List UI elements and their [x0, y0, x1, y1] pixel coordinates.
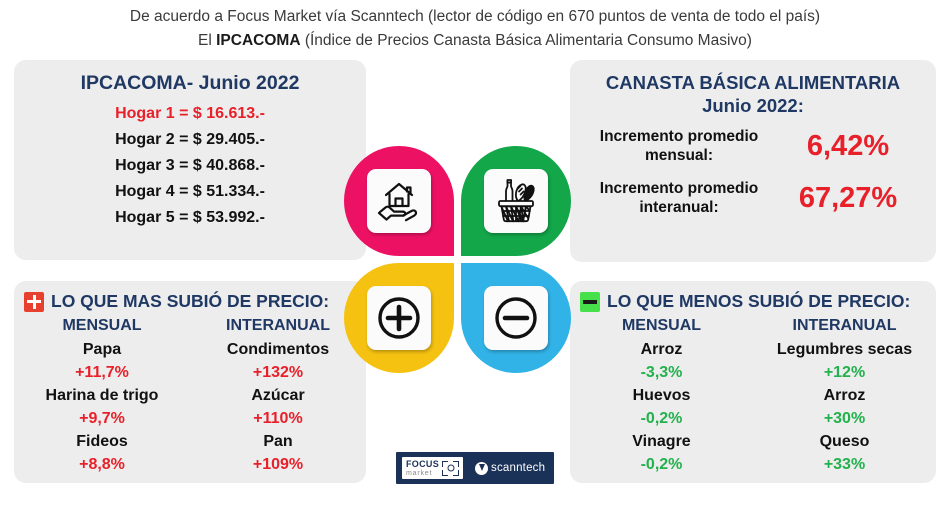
item-name: Queso — [819, 433, 870, 450]
viewfinder-icon — [442, 460, 459, 476]
canasta-value-mensual: 6,42% — [806, 129, 890, 162]
canasta-title-line-1: CANASTA BÁSICA ALIMENTARIA — [605, 72, 901, 93]
mas-subio-column-mensual: MENSUAL Papa +11,7% Harina de trigo +9,7… — [14, 314, 190, 476]
header-line-2-suffix: (Índice de Precios Canasta Básica Alimen… — [300, 32, 752, 49]
item-value: +11,7% — [75, 364, 129, 381]
canasta-rows: Incremento promedio mensual: 6,42% Incre… — [570, 127, 936, 217]
item-name: Huevos — [632, 387, 691, 404]
header-line-2: El IPCACOMA (Índice de Precios Canasta B… — [0, 30, 950, 51]
item-value: +110% — [253, 410, 303, 427]
item-name: Vinagre — [632, 433, 691, 450]
menos-subio-column-interanual: INTERANUAL Legumbres secas +12% Arroz +3… — [753, 314, 936, 476]
focus-logo-top: FOCUS — [406, 458, 439, 469]
item-name: Harina de trigo — [45, 387, 159, 404]
item-name: Legumbres secas — [776, 341, 913, 358]
mas-subio-column-interanual: INTERANUAL Condimentos +132% Azúcar +110… — [190, 314, 366, 476]
focus-logo-bottom: market — [406, 469, 433, 477]
petal-canasta — [461, 146, 571, 256]
hogar-row: Hogar 4 = $ 51.334.- — [115, 183, 265, 200]
canasta-title-line-2: Junio 2022: — [702, 95, 804, 116]
center-icon-cluster — [344, 146, 584, 386]
grocery-basket-icon — [484, 169, 548, 233]
item-value: -3,3% — [640, 364, 683, 381]
header-line-2-prefix: El — [198, 32, 217, 49]
canasta-value-interanual: 67,27% — [798, 181, 898, 214]
item-name: Papa — [82, 341, 122, 358]
plus-circle-icon — [367, 286, 431, 350]
menos-subio-heading: LO QUE MENOS SUBIÓ DE PRECIO: — [607, 291, 911, 311]
hogar-row: Hogar 1 = $ 16.613.- — [115, 105, 265, 122]
minus-icon — [580, 291, 600, 312]
column-title: MENSUAL — [621, 317, 702, 334]
item-name: Fideos — [76, 433, 128, 450]
item-value: +33% — [823, 456, 866, 473]
hogar-list: Hogar 1 = $ 16.613.- Hogar 2 = $ 29.405.… — [14, 101, 366, 231]
item-value: -0,2% — [640, 456, 683, 473]
scanntech-logo: scanntech — [475, 461, 546, 475]
item-name: Condimentos — [226, 341, 330, 358]
hogar-row: Hogar 5 = $ 53.992.- — [115, 209, 265, 226]
column-title: MENSUAL — [62, 317, 142, 334]
item-value: +12% — [823, 364, 866, 381]
hogar-row: Hogar 2 = $ 29.405.- — [115, 131, 265, 148]
scanntech-wordmark: scanntech — [491, 462, 546, 474]
panel-canasta-basica: CANASTA BÁSICA ALIMENTARIA Junio 2022: I… — [570, 60, 936, 262]
mas-subio-columns: MENSUAL Papa +11,7% Harina de trigo +9,7… — [14, 314, 366, 476]
item-value: +9,7% — [79, 410, 125, 427]
menos-subio-columns: MENSUAL Arroz -3,3% Huevos -0,2% Vinagre… — [570, 314, 936, 476]
item-value: +132% — [252, 364, 304, 381]
canasta-label: Incremento promedio mensual: — [584, 127, 774, 165]
mas-subio-header: LO QUE MAS SUBIÓ DE PRECIO: — [14, 281, 366, 312]
ipcacoma-acronym: IPCACOMA — [216, 32, 301, 49]
item-name: Azúcar — [251, 387, 305, 404]
item-name: Arroz — [823, 387, 866, 404]
item-value: -0,2% — [640, 410, 683, 427]
panel-ipcacoma: IPCACOMA- Junio 2022 Hogar 1 = $ 16.613.… — [14, 60, 366, 260]
minus-circle-icon — [484, 286, 548, 350]
scanntech-mark-icon — [475, 461, 488, 475]
canasta-label-line-2: mensual: — [644, 147, 714, 164]
ipcacoma-title: IPCACOMA- Junio 2022 — [80, 72, 300, 94]
item-value: +30% — [823, 410, 866, 427]
column-title: INTERANUAL — [792, 317, 897, 334]
petal-hogar — [344, 146, 454, 256]
hogar-row: Hogar 3 = $ 40.868.- — [115, 157, 265, 174]
header: De acuerdo a Focus Market vía Scanntech … — [0, 0, 950, 51]
column-title: INTERANUAL — [226, 317, 330, 334]
canasta-label-line-1: Incremento promedio — [599, 180, 759, 197]
menos-subio-column-mensual: MENSUAL Arroz -3,3% Huevos -0,2% Vinagre… — [570, 314, 753, 476]
canasta-label: Incremento promedio interanual: — [584, 179, 774, 217]
focus-market-wordmark: FOCUS market — [406, 458, 439, 477]
canasta-label-line-1: Incremento promedio — [599, 128, 759, 145]
panel-mas-subio: LO QUE MAS SUBIÓ DE PRECIO: MENSUAL Papa… — [14, 281, 366, 483]
canasta-label-line-2: interanual: — [639, 199, 719, 216]
petal-menos — [461, 263, 571, 373]
mas-subio-heading: LO QUE MAS SUBIÓ DE PRECIO: — [51, 291, 330, 311]
header-line-1: De acuerdo a Focus Market vía Scanntech … — [129, 8, 821, 25]
item-value: +8,8% — [79, 456, 125, 473]
logo-bar: FOCUS market scanntech — [396, 452, 554, 484]
focus-market-logo: FOCUS market — [402, 457, 463, 479]
item-name: Arroz — [640, 341, 683, 358]
canasta-row-mensual: Incremento promedio mensual: 6,42% — [584, 127, 922, 165]
canasta-row-interanual: Incremento promedio interanual: 67,27% — [584, 179, 922, 217]
menos-subio-header: LO QUE MENOS SUBIÓ DE PRECIO: — [570, 281, 936, 312]
item-name: Pan — [263, 433, 293, 450]
plus-icon — [24, 291, 44, 312]
house-in-hand-icon — [367, 169, 431, 233]
panel-menos-subio: LO QUE MENOS SUBIÓ DE PRECIO: MENSUAL Ar… — [570, 281, 936, 483]
petal-mas — [344, 263, 454, 373]
item-value: +109% — [252, 456, 304, 473]
